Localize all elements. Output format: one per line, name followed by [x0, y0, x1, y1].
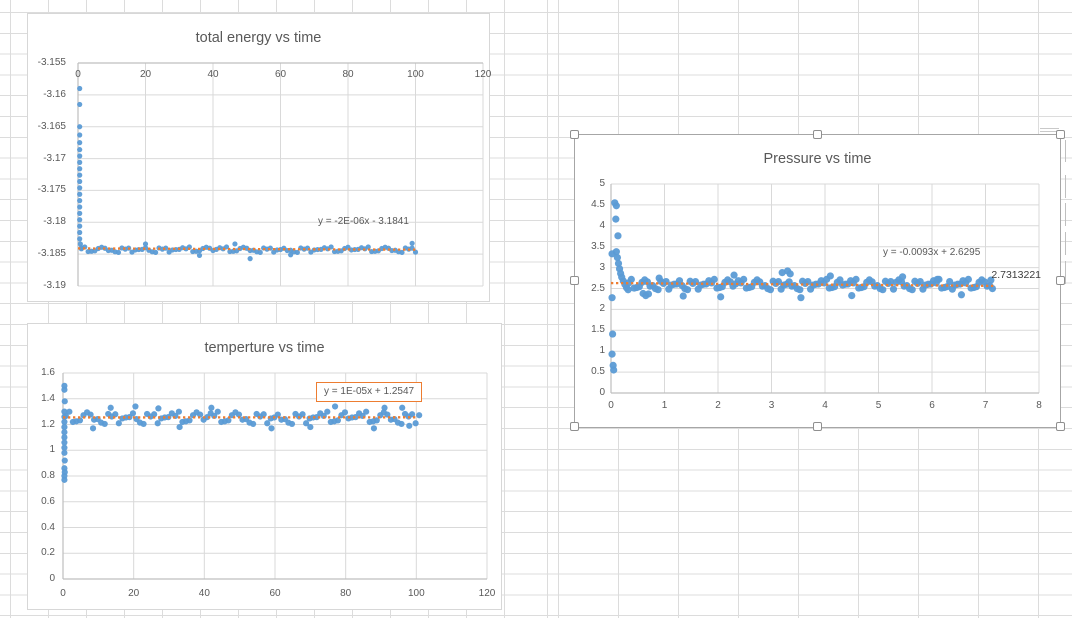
axis-tick-label: 0	[608, 400, 614, 411]
axis-tick-label: 3	[599, 261, 605, 273]
trendline-equation-boxed[interactable]: y = 1E-05x + 1.2547	[316, 382, 423, 402]
axis-tick-label: 40	[207, 69, 219, 80]
plot-svg	[77, 62, 484, 287]
axis-tick-label: 0	[75, 69, 81, 80]
axis-tick-label: 120	[474, 69, 492, 80]
selection-handle-se[interactable]	[1056, 422, 1065, 431]
axis-tick-label: 60	[274, 69, 287, 80]
axis-tick-label: 7	[982, 400, 989, 411]
axis-tick-label: 1	[599, 345, 605, 357]
trendline-equation[interactable]: y = -2E-06x - 3.1841	[318, 216, 409, 227]
chart-title: Pressure vs time	[763, 151, 872, 167]
axis-tick-label: 6	[929, 400, 935, 411]
cell-border-artifact	[1065, 232, 1066, 255]
axis-tick-label: -3.16	[43, 88, 66, 100]
axis-tick-label: 80	[342, 69, 354, 80]
plot-svg	[608, 183, 1040, 394]
axis-tick-label: 100	[407, 69, 424, 80]
axis-tick-label: 0	[60, 588, 66, 599]
axis-tick-label: 1	[661, 400, 668, 411]
chart-temperature-vs-time[interactable]: temperture vs time y = 1E-05x + 1.2547 0…	[27, 323, 502, 610]
axis-tick-label: 2	[715, 400, 721, 411]
cell-border-artifact	[1040, 128, 1059, 129]
selection-handle-n[interactable]	[813, 130, 822, 139]
chart-pressure-vs-time[interactable]: Pressure vs time y = -0.0093x + 2.6295 2…	[575, 135, 1060, 427]
axis-tick-label: 80	[340, 588, 352, 599]
axis-tick-label: 2	[599, 303, 605, 315]
axis-tick-label: 60	[269, 588, 281, 599]
axis-tick-label: -3.17	[43, 152, 66, 164]
axis-tick-label: -3.19	[43, 280, 66, 291]
chart-selection-frame[interactable]: Pressure vs time y = -0.0093x + 2.6295 2…	[570, 130, 1065, 431]
axis-tick-label: 0.5	[591, 366, 605, 378]
axis-tick-label: 0.8	[41, 470, 55, 481]
axis-tick-label: 20	[139, 69, 152, 80]
axis-tick-label: 5	[599, 178, 605, 189]
chart-title: total energy vs time	[195, 30, 322, 46]
cell-border-artifact	[1065, 261, 1066, 284]
cell-border-artifact	[1065, 140, 1066, 162]
axis-tick-label: 3	[768, 400, 775, 411]
axis-tick-label: 1.2	[41, 418, 55, 430]
selection-handle-e[interactable]	[1056, 276, 1065, 285]
cell-border-artifact	[1040, 131, 1059, 132]
axis-tick-label: 1.4	[41, 392, 55, 404]
axis-tick-label: 0.2	[41, 547, 55, 559]
axis-tick-label: 2.5	[591, 282, 605, 294]
axis-tick-label: 0	[49, 573, 55, 584]
axis-tick-label: 1	[49, 444, 55, 456]
selection-handle-w[interactable]	[570, 276, 579, 285]
axis-tick-label: 5	[875, 400, 882, 411]
selection-handle-nw[interactable]	[570, 130, 579, 139]
axis-tick-label: 0.4	[41, 521, 55, 533]
axis-tick-label: 3.5	[591, 240, 605, 252]
axis-tick-label: 0	[599, 387, 605, 398]
axis-tick-label: 8	[1036, 400, 1042, 411]
cell-border-artifact	[1065, 175, 1066, 198]
axis-tick-label: 100	[407, 588, 425, 599]
axis-tick-label: 40	[198, 588, 210, 599]
axis-tick-label: -3.18	[43, 216, 66, 228]
axis-tick-label: 120	[478, 588, 496, 599]
chart-title: temperture vs time	[204, 340, 325, 356]
selection-handle-s[interactable]	[813, 422, 822, 431]
chart-total-energy-vs-time[interactable]: total energy vs time y = -2E-06x - 3.184…	[27, 13, 491, 302]
axis-tick-label: -3.175	[37, 184, 66, 196]
trendline-equation[interactable]: y = -0.0093x + 2.6295	[883, 247, 981, 258]
selection-handle-sw[interactable]	[570, 422, 579, 431]
cell-border-artifact	[1065, 203, 1066, 226]
axis-tick-label: 0.6	[41, 495, 55, 507]
data-label[interactable]: 2.7313221	[991, 269, 1041, 281]
axis-tick-label: 4	[599, 219, 605, 231]
axis-tick-label: 4	[822, 400, 828, 411]
axis-tick-label: -3.155	[37, 57, 66, 68]
plot-svg	[61, 372, 488, 580]
axis-tick-label: 1.5	[591, 324, 605, 336]
axis-tick-label: -3.185	[37, 248, 66, 260]
axis-tick-label: 20	[128, 588, 140, 599]
axis-tick-label: -3.165	[37, 120, 66, 132]
axis-tick-label: 4.5	[591, 198, 605, 210]
selection-handle-ne[interactable]	[1056, 130, 1065, 139]
axis-tick-label: 1.6	[41, 367, 55, 378]
